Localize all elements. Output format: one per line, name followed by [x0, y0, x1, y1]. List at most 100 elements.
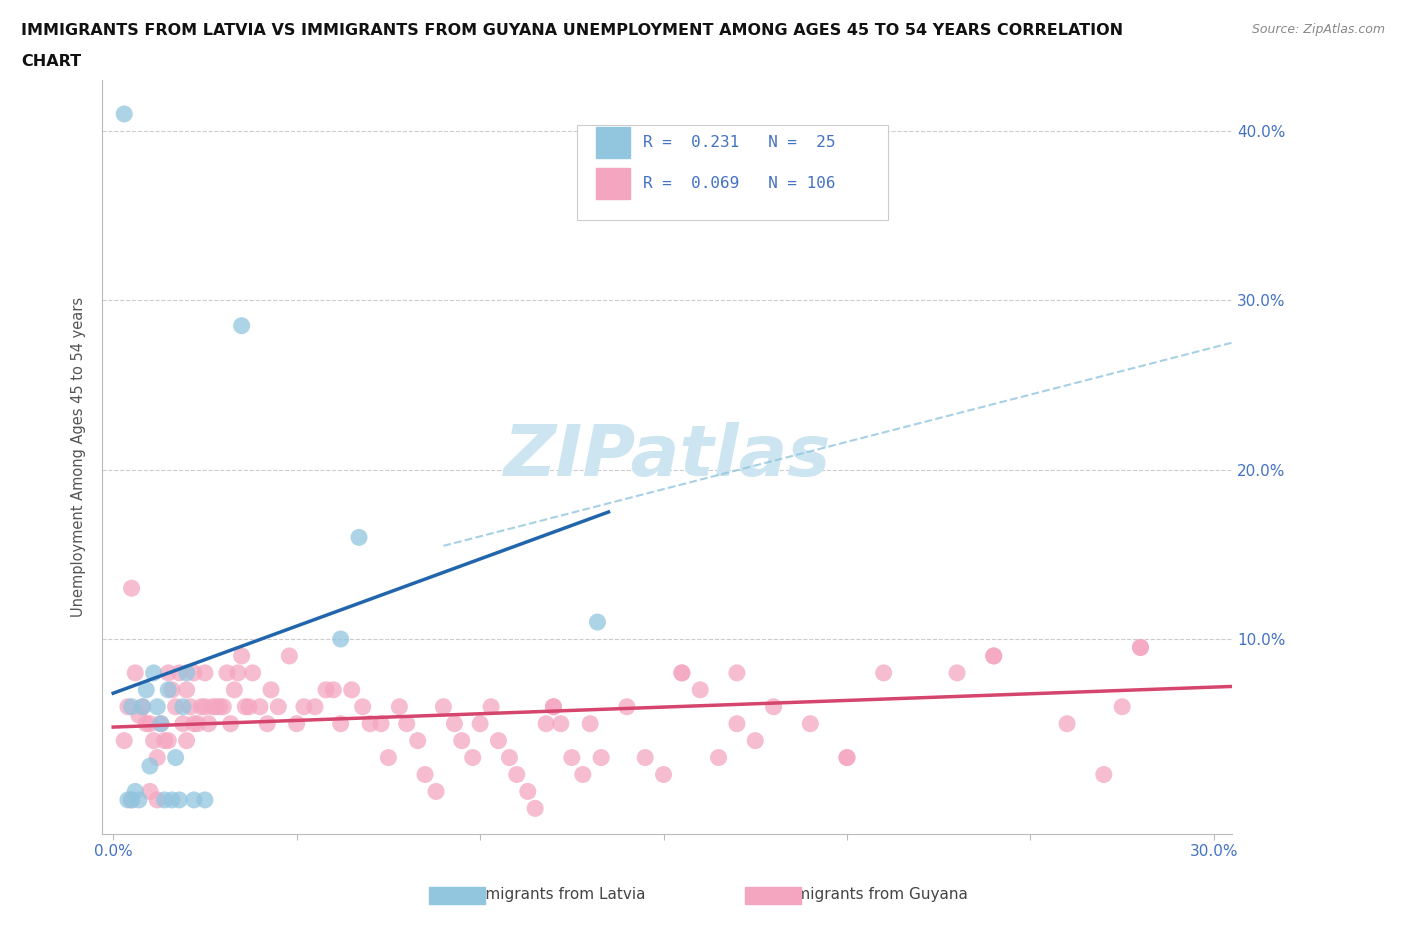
Point: [165, 699, 187, 714]
Point: [219, 716, 242, 731]
Point: [835, 751, 858, 765]
Point: [142, 666, 165, 681]
Point: [550, 716, 572, 731]
Point: [183, 792, 205, 807]
Point: [157, 683, 180, 698]
Point: [1129, 640, 1152, 655]
Point: [121, 580, 143, 595]
Point: [226, 666, 249, 681]
Point: [359, 716, 381, 731]
Point: [543, 699, 565, 714]
Text: Source: ZipAtlas.com: Source: ZipAtlas.com: [1251, 23, 1385, 36]
Point: [128, 792, 150, 807]
Point: [468, 716, 491, 731]
Point: [153, 792, 176, 807]
Point: [377, 751, 399, 765]
Point: [146, 792, 169, 807]
Point: [183, 716, 205, 731]
Point: [249, 699, 271, 714]
Point: [579, 716, 602, 731]
Text: R =  0.231   N =  25: R = 0.231 N = 25: [644, 135, 837, 150]
Point: [131, 699, 153, 714]
Point: [762, 699, 785, 714]
Point: [153, 733, 176, 748]
Point: [652, 767, 675, 782]
Point: [201, 699, 224, 714]
Point: [208, 699, 231, 714]
Point: [1129, 640, 1152, 655]
Point: [172, 699, 194, 714]
Text: R =  0.069   N = 106: R = 0.069 N = 106: [644, 176, 837, 191]
Point: [329, 631, 352, 646]
Text: Immigrants from Latvia: Immigrants from Latvia: [465, 887, 645, 902]
Point: [340, 683, 363, 698]
Point: [278, 648, 301, 663]
Point: [124, 666, 146, 681]
Point: [160, 683, 183, 698]
Point: [149, 716, 172, 731]
Point: [146, 699, 169, 714]
Point: [139, 784, 162, 799]
Point: [205, 699, 228, 714]
Point: [224, 683, 246, 698]
FancyBboxPatch shape: [576, 126, 887, 219]
Point: [187, 716, 209, 731]
Point: [634, 751, 657, 765]
Point: [121, 699, 143, 714]
Point: [946, 666, 969, 681]
Point: [139, 759, 162, 774]
Point: [304, 699, 326, 714]
Point: [242, 666, 264, 681]
Bar: [596, 126, 630, 158]
Point: [167, 792, 190, 807]
Point: [260, 683, 283, 698]
Point: [135, 716, 157, 731]
Point: [534, 716, 557, 731]
Point: [329, 716, 352, 731]
Point: [117, 792, 139, 807]
Point: [124, 784, 146, 799]
Point: [142, 733, 165, 748]
Point: [586, 615, 609, 630]
Point: [197, 716, 219, 731]
Point: [983, 648, 1005, 663]
Point: [194, 666, 217, 681]
Point: [167, 666, 190, 681]
Point: [347, 530, 370, 545]
Point: [176, 683, 198, 698]
Point: [135, 683, 157, 698]
Point: [561, 751, 583, 765]
Text: ZIPatlas: ZIPatlas: [503, 422, 831, 491]
Point: [835, 751, 858, 765]
Point: [194, 792, 217, 807]
Point: [983, 648, 1005, 663]
Point: [117, 699, 139, 714]
Point: [707, 751, 730, 765]
Point: [352, 699, 374, 714]
Point: [215, 666, 238, 681]
Point: [165, 751, 187, 765]
Point: [146, 751, 169, 765]
Point: [425, 784, 447, 799]
Point: [176, 666, 198, 681]
Point: [725, 716, 748, 731]
Point: [450, 733, 472, 748]
Point: [479, 699, 502, 714]
Point: [112, 107, 135, 122]
Point: [315, 683, 337, 698]
Point: [591, 751, 613, 765]
Point: [671, 666, 693, 681]
Point: [370, 716, 392, 731]
Point: [1056, 716, 1078, 731]
Point: [231, 648, 253, 663]
Point: [179, 699, 201, 714]
Point: [285, 716, 308, 731]
Point: [395, 716, 418, 731]
Point: [524, 801, 547, 816]
Point: [744, 733, 766, 748]
Point: [172, 716, 194, 731]
Point: [231, 318, 253, 333]
Point: [160, 792, 183, 807]
Point: [139, 716, 162, 731]
Point: [799, 716, 821, 731]
